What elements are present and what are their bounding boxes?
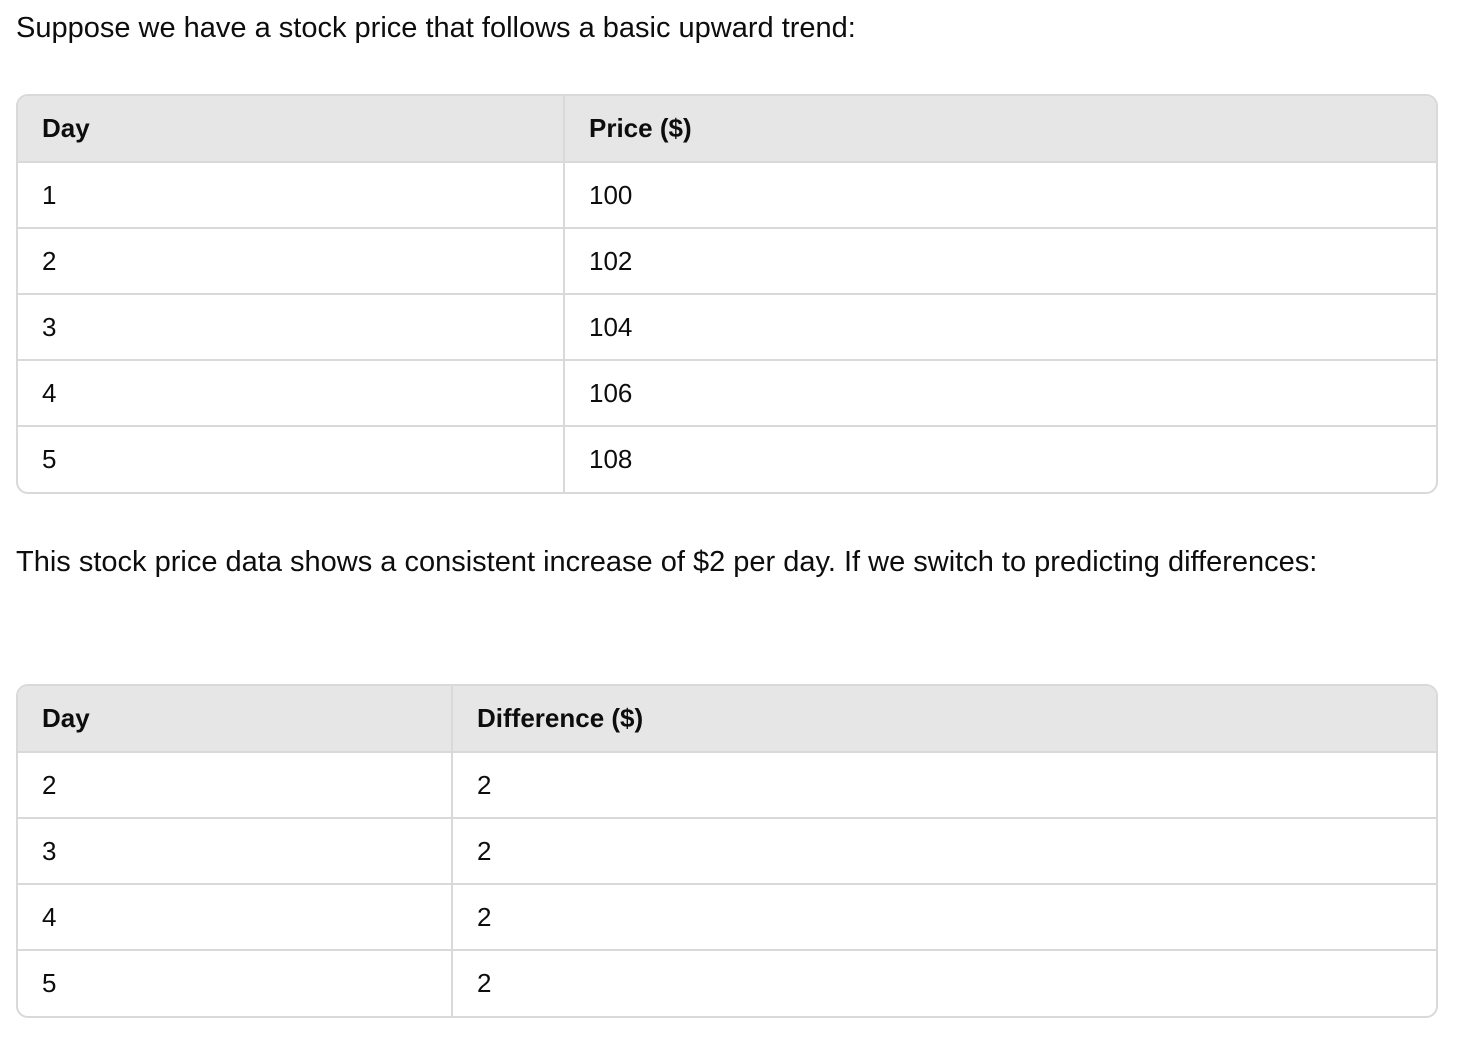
cell-day: 5 bbox=[18, 950, 453, 1016]
cell-price: 106 bbox=[564, 360, 1436, 427]
price-table-container: Day Price ($) 1 100 2 102 3 104 4 bbox=[16, 94, 1438, 494]
table-row: 2 2 bbox=[18, 752, 1436, 819]
cell-day: 2 bbox=[18, 752, 453, 819]
price-table: Day Price ($) 1 100 2 102 3 104 4 bbox=[18, 96, 1436, 492]
table-row: 4 2 bbox=[18, 884, 1436, 951]
cell-price: 104 bbox=[564, 294, 1436, 361]
difference-table-container: Day Difference ($) 2 2 3 2 4 2 5 bbox=[16, 684, 1438, 1018]
cell-day: 3 bbox=[18, 294, 565, 361]
column-header-difference: Difference ($) bbox=[452, 686, 1436, 753]
table-row: 5 108 bbox=[18, 426, 1436, 492]
table-row: 3 104 bbox=[18, 294, 1436, 361]
table-header-row: Day Price ($) bbox=[18, 96, 1436, 163]
cell-day: 1 bbox=[18, 162, 565, 229]
cell-day: 2 bbox=[18, 228, 565, 295]
cell-day: 4 bbox=[18, 360, 565, 427]
cell-day: 5 bbox=[18, 426, 565, 492]
cell-difference: 2 bbox=[477, 968, 492, 998]
cell-day: 3 bbox=[18, 818, 453, 885]
cell-price: 100 bbox=[564, 162, 1436, 229]
intro-paragraph: Suppose we have a stock price that follo… bbox=[16, 12, 856, 44]
table-row: 3 2 bbox=[18, 818, 1436, 885]
difference-table: Day Difference ($) 2 2 3 2 4 2 5 bbox=[18, 686, 1436, 1016]
column-header-day: Day bbox=[18, 686, 453, 753]
table-row: 4 106 bbox=[18, 360, 1436, 427]
cell-difference: 2 bbox=[452, 884, 1436, 951]
table-row: 5 2 bbox=[18, 950, 1436, 1016]
table-header-row: Day Difference ($) bbox=[18, 686, 1436, 753]
cell-difference: 2 bbox=[452, 818, 1436, 885]
column-header-day: Day bbox=[18, 96, 565, 163]
cell-price: 102 bbox=[564, 228, 1436, 295]
table-row: 1 100 bbox=[18, 162, 1436, 229]
cell-price: 108 bbox=[589, 444, 633, 474]
table-row: 2 102 bbox=[18, 228, 1436, 295]
middle-paragraph: This stock price data shows a consistent… bbox=[16, 546, 1318, 578]
cell-day: 4 bbox=[18, 884, 453, 951]
column-header-price: Price ($) bbox=[564, 96, 1436, 163]
cell-difference: 2 bbox=[452, 752, 1436, 819]
